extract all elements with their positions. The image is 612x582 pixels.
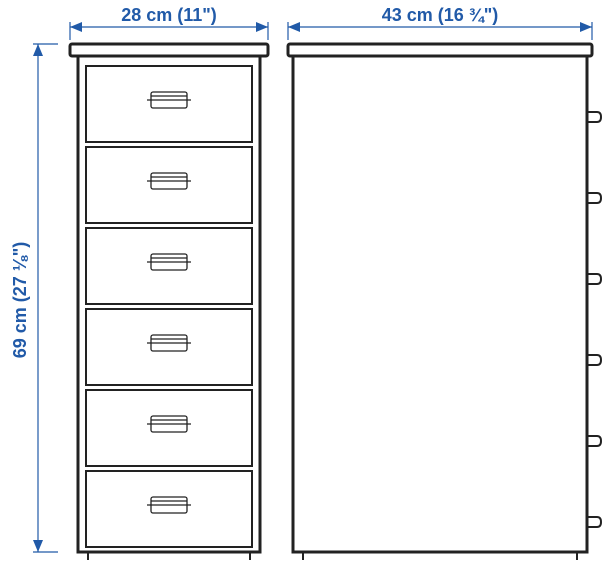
side-handle-knob-1 bbox=[587, 112, 601, 122]
drawer-front-5 bbox=[86, 390, 252, 466]
dimension-height-label: 69 cm (27 ⅛") bbox=[10, 242, 30, 359]
drawer-front-3 bbox=[86, 228, 252, 304]
front-view bbox=[70, 44, 268, 560]
side-handle-knob-2 bbox=[587, 193, 601, 203]
dimension-depth: 43 cm (16 ¾") bbox=[288, 5, 592, 40]
side-view bbox=[288, 44, 601, 560]
drawer-handle-icon bbox=[147, 497, 191, 513]
drawer-handle-icon bbox=[147, 254, 191, 270]
drawer-handle-icon bbox=[147, 173, 191, 189]
drawer-handle-icon bbox=[147, 416, 191, 432]
side-handle-knob-5 bbox=[587, 436, 601, 446]
drawer-front-2 bbox=[86, 147, 252, 223]
side-handle-knob-6 bbox=[587, 517, 601, 527]
side-handle-knob-4 bbox=[587, 355, 601, 365]
drawer-front-4 bbox=[86, 309, 252, 385]
drawer-front-1 bbox=[86, 66, 252, 142]
dimension-width-label: 28 cm (11") bbox=[121, 5, 217, 25]
drawer-front-6 bbox=[86, 471, 252, 547]
side-handle-knob-3 bbox=[587, 274, 601, 284]
dimension-depth-label: 43 cm (16 ¾") bbox=[382, 5, 499, 25]
drawer-handle-icon bbox=[147, 92, 191, 108]
dimension-diagram: 69 cm (27 ⅛") 28 cm (11") 43 cm (16 ¾") bbox=[0, 0, 612, 582]
dimension-height: 69 cm (27 ⅛") bbox=[10, 44, 58, 552]
dimension-width: 28 cm (11") bbox=[70, 5, 268, 40]
drawer-handle-icon bbox=[147, 335, 191, 351]
